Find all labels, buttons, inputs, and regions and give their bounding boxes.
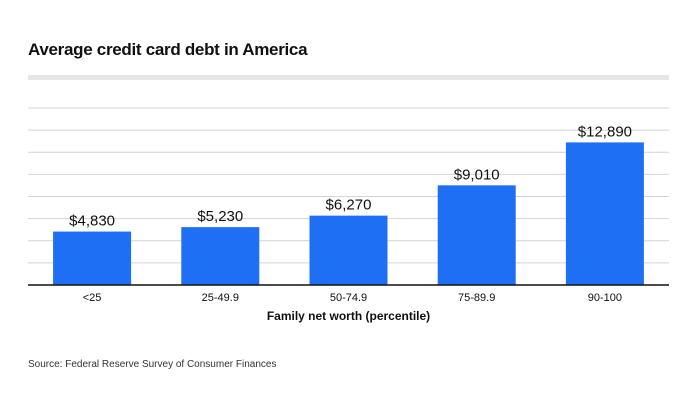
header-divider: [28, 75, 669, 80]
x-tick-label: 50-74.9: [330, 292, 367, 304]
data-label: $9,010: [454, 166, 500, 183]
x-tick-label: <25: [83, 292, 102, 304]
bar: [309, 215, 388, 285]
data-label: $6,270: [326, 197, 372, 214]
x-axis-label: Family net worth (percentile): [267, 309, 430, 323]
bar: [437, 185, 516, 285]
bar: [565, 142, 644, 285]
bar: [53, 231, 132, 285]
bar: [181, 227, 260, 285]
data-label: $5,230: [197, 208, 243, 225]
x-tick-label: 25-49.9: [202, 292, 239, 304]
data-label: $4,830: [69, 213, 115, 230]
data-label: $12,890: [578, 123, 632, 140]
x-tick-label: 75-89.9: [458, 292, 495, 304]
source-note: Source: Federal Reserve Survey of Consum…: [28, 359, 277, 370]
chart-title: Average credit card debt in America: [28, 40, 308, 59]
x-tick-label: 90-100: [588, 292, 622, 304]
